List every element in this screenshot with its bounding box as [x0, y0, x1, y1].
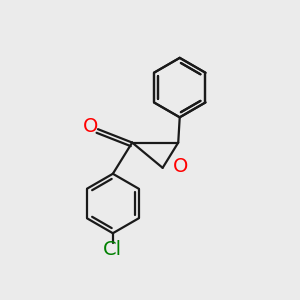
Text: Cl: Cl	[103, 240, 122, 259]
Text: O: O	[83, 117, 98, 136]
Text: O: O	[173, 157, 188, 176]
